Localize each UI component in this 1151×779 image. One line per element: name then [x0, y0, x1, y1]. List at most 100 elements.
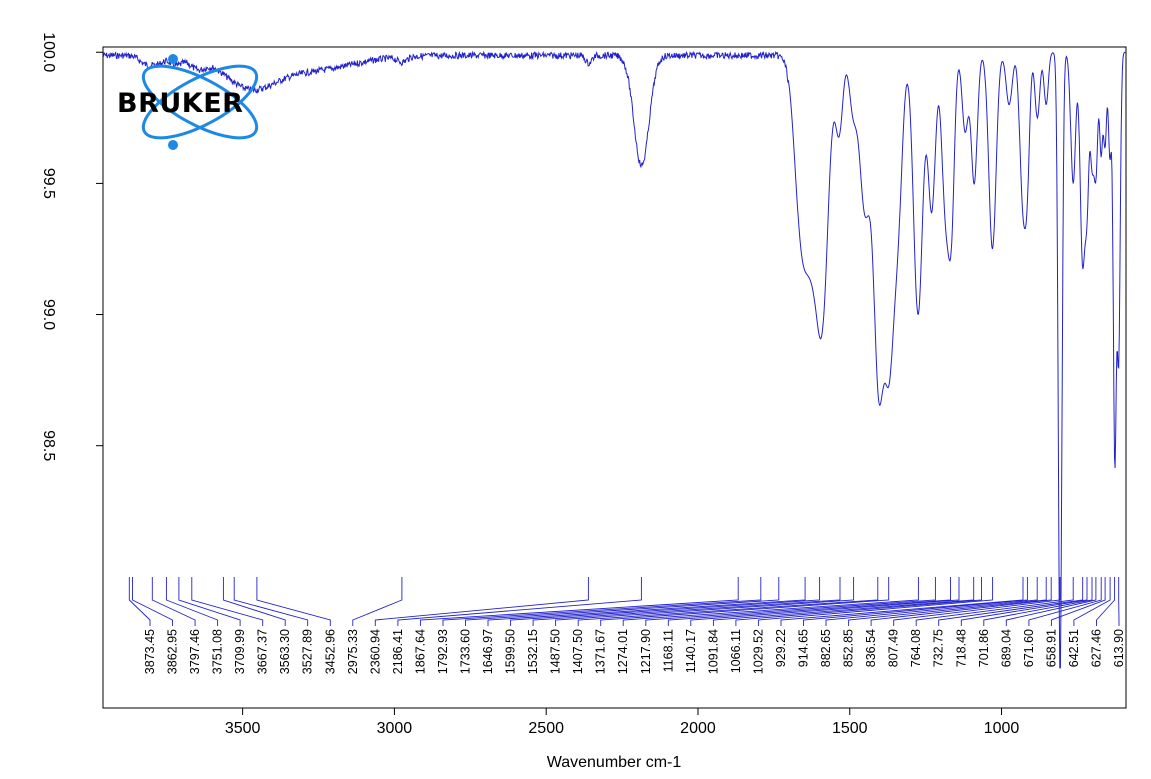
peak-leader-line: [165, 577, 219, 626]
peak-leader-line: [645, 577, 936, 626]
y-axis: 100.0 99.5 99.0 98.5: [40, 32, 103, 461]
peak-label: 671.60: [1022, 629, 1036, 667]
peak-label: 689.04: [999, 629, 1013, 667]
y-tick-label: 99.0: [40, 299, 57, 330]
peak-leader-line: [757, 577, 994, 626]
peak-label: 1646.97: [481, 629, 495, 674]
x-tick-label: 3500: [225, 720, 261, 737]
peak-leader-line: [960, 577, 1088, 626]
peak-label: 3452.96: [323, 629, 337, 674]
peak-label: 3797.46: [188, 629, 202, 674]
peak-leader-line: [577, 577, 879, 626]
peak-leader-line: [893, 577, 1061, 626]
logo-wordmark: BRUKER: [117, 88, 243, 119]
peak-label: 1407.50: [571, 629, 585, 674]
peak-label: 658.91: [1044, 629, 1058, 667]
peak-label: 2360.94: [368, 629, 382, 674]
peak-label: 1532.15: [526, 629, 540, 674]
peak-leader-line: [622, 577, 919, 626]
peak-leader-line: [352, 577, 403, 626]
logo-orbit-1: [141, 64, 259, 140]
peak-leader-line: [222, 577, 286, 626]
logo-electron-1: [168, 54, 178, 64]
peak-label: 718.48: [954, 629, 968, 667]
peak-label: 3563.30: [278, 629, 292, 674]
peak-label: 1487.50: [549, 629, 563, 674]
logo-orbit-2: [141, 64, 259, 140]
y-tick-label: 98.5: [40, 430, 57, 461]
peak-label: 701.86: [977, 629, 991, 667]
x-tick-label: 2000: [680, 720, 716, 737]
peak-leader-line: [690, 577, 960, 626]
x-tick-label: 2500: [528, 720, 564, 737]
peak-label: 1792.93: [436, 629, 450, 674]
peak-leader-line: [735, 577, 982, 626]
peak-leader-line: [1028, 577, 1102, 626]
peak-leader-line: [938, 577, 1084, 626]
peak-label: 3667.37: [256, 629, 270, 674]
peak-leader-line: [803, 577, 1028, 626]
peak-label: 807.49: [887, 629, 901, 667]
peak-label: 3751.08: [211, 629, 225, 674]
peak-leader-line: [510, 577, 821, 626]
peak-label: 3862.95: [166, 629, 180, 674]
bruker-logo: BRUKER: [117, 54, 259, 150]
peak-label: 929.22: [774, 629, 788, 667]
peak-leader-line: [442, 577, 762, 626]
peak-leader-line: [374, 577, 589, 626]
peak-leader-line: [870, 577, 1052, 626]
peak-leader-line: [132, 577, 173, 626]
peak-label: 3873.45: [143, 629, 157, 674]
peak-leader-line: [1050, 577, 1106, 626]
peak-label: 3709.99: [233, 629, 247, 674]
peak-leader-line: [128, 577, 151, 626]
x-axis-title: Wavenumber cm-1: [547, 754, 682, 771]
y-tick-label: 100.0: [40, 32, 57, 72]
peak-leader-line: [178, 577, 241, 626]
peak-leader-line: [233, 577, 309, 626]
peak-label: 1274.01: [616, 629, 630, 674]
peak-leader-line: [780, 577, 1024, 626]
peak-leader-line: [1073, 577, 1111, 626]
peak-label: 613.90: [1112, 629, 1126, 667]
x-tick-label: 3000: [377, 720, 413, 737]
peak-label: 1217.90: [639, 629, 653, 674]
peak-label: 1733.60: [458, 629, 472, 674]
peak-leader-line: [532, 577, 841, 626]
peak-label: 882.65: [819, 629, 833, 667]
peak-leader-line: [465, 577, 780, 626]
peak-label: 914.65: [797, 629, 811, 667]
peak-label: 2186.41: [391, 629, 405, 674]
peak-label: 1168.11: [661, 629, 675, 672]
peak-leader-line: [151, 577, 196, 626]
peak-leader-line: [667, 577, 951, 626]
logo-electron-2: [168, 140, 178, 150]
plot-frame: [102, 46, 1127, 709]
peak-label: 642.51: [1067, 629, 1081, 667]
peak-label: 852.85: [842, 629, 856, 667]
x-axis: 3500 3000 2500 2000 1500 1000: [225, 708, 1020, 737]
peak-label: 2975.33: [346, 629, 360, 674]
peak-leader-line: [487, 577, 806, 626]
x-tick-label: 1000: [984, 720, 1020, 737]
peak-label: 836.54: [864, 629, 878, 667]
peak-leader-line: [555, 577, 855, 626]
peak-label: 1091.84: [706, 629, 720, 674]
peak-leader-line: [191, 577, 264, 626]
peak-leader-line: [397, 577, 642, 626]
peak-label: 627.46: [1089, 629, 1103, 667]
peak-label: 1140.17: [684, 629, 698, 673]
peak-leader-line: [256, 577, 331, 626]
peak-label: 1599.50: [504, 629, 518, 674]
peak-label: 764.08: [909, 629, 923, 667]
peak-label: 1029.52: [751, 629, 765, 674]
peak-leader-line: [1005, 577, 1097, 626]
peak-label: 732.75: [932, 629, 946, 667]
peak-leader-line: [1096, 577, 1116, 626]
peak-label: 1867.64: [413, 629, 427, 674]
peak-label: 1066.11: [729, 629, 743, 673]
y-tick-label: 99.5: [40, 168, 57, 199]
peak-label: 3527.89: [301, 629, 315, 674]
peak-leader-line: [600, 577, 890, 626]
